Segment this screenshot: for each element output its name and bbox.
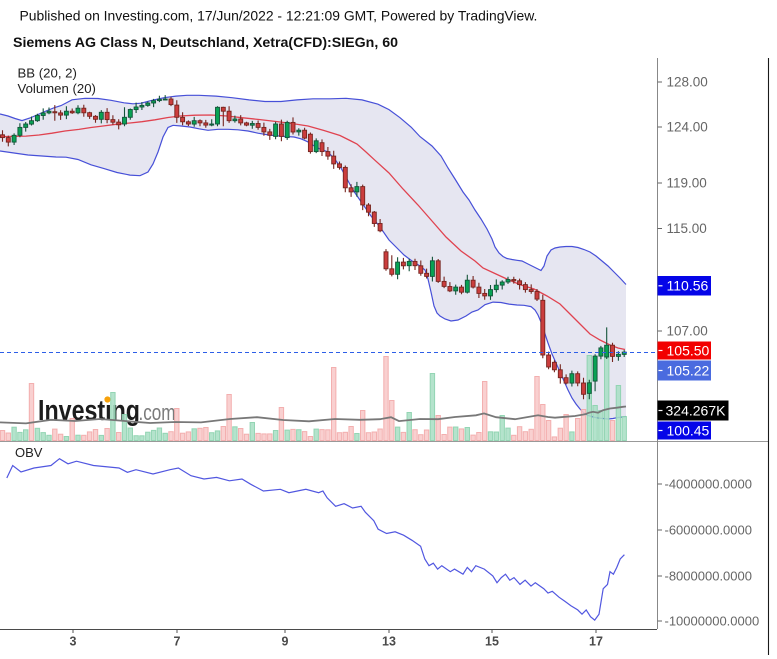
svg-text:107.00: 107.00 — [667, 324, 708, 339]
svg-text:Published on Investing.com, 17: Published on Investing.com, 17/Jun/2022 … — [20, 8, 538, 24]
svg-text:OBV: OBV — [15, 445, 43, 460]
svg-text:3: 3 — [70, 635, 77, 649]
svg-text:105.50: 105.50 — [667, 342, 710, 358]
svg-text:13: 13 — [382, 635, 396, 649]
svg-text:110.56: 110.56 — [667, 278, 709, 294]
svg-text:Siemens AG Class N, Deutschlan: Siemens AG Class N, Deutschland, Xetra(C… — [13, 35, 398, 51]
svg-text:BB (20, 2): BB (20, 2) — [18, 66, 77, 81]
svg-text:17: 17 — [589, 635, 603, 649]
svg-text:-8000000.0000: -8000000.0000 — [665, 569, 752, 584]
svg-text:.com: .com — [139, 400, 176, 425]
svg-text:15: 15 — [485, 635, 499, 649]
svg-text:100.45: 100.45 — [667, 422, 710, 438]
svg-text:7: 7 — [174, 635, 181, 649]
svg-text:115.00: 115.00 — [667, 221, 707, 236]
svg-text:-10000000.0000: -10000000.0000 — [665, 614, 760, 629]
svg-text:128.00: 128.00 — [667, 75, 708, 90]
svg-text:324.267K: 324.267K — [666, 402, 727, 418]
svg-text:-6000000.0000: -6000000.0000 — [665, 523, 752, 538]
svg-text:-4000000.0000: -4000000.0000 — [665, 477, 752, 492]
svg-text:9: 9 — [282, 635, 289, 649]
svg-text:105.22: 105.22 — [667, 362, 710, 378]
svg-text:Volumen (20): Volumen (20) — [18, 81, 96, 96]
svg-text:119.00: 119.00 — [667, 176, 707, 191]
svg-text:124.00: 124.00 — [667, 120, 708, 135]
